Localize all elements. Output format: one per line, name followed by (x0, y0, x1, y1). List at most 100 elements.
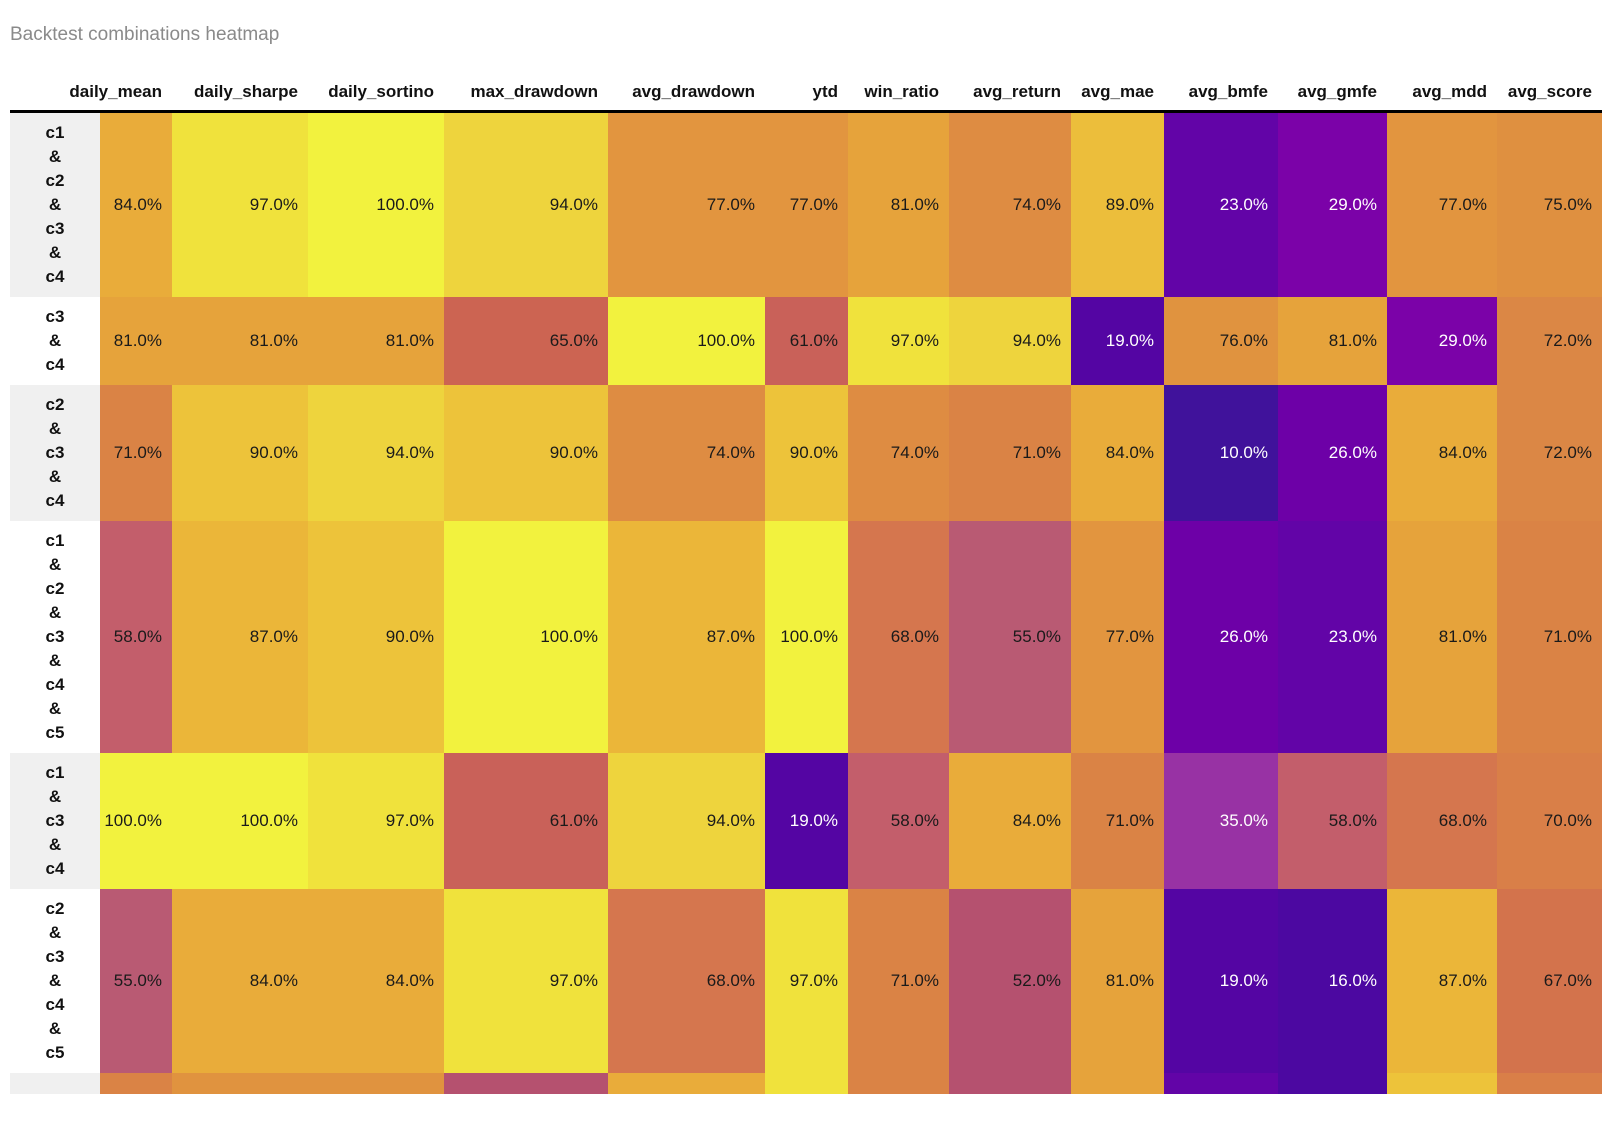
heatmap-cell: 74.0% (848, 385, 949, 521)
heatmap-cell (1071, 1073, 1164, 1094)
heatmap-cell: 23.0% (1164, 111, 1278, 297)
heatmap-cell (608, 1073, 765, 1094)
table-row: c2 & c3 & c4 71.0% 90.0% 94.0% 90.0% 74.0% 90.0% 74… (10, 385, 1602, 521)
column-header-label: avg_bmfe (1188, 82, 1268, 101)
heatmap-cell: 84.0% (1387, 385, 1497, 521)
heatmap-cell: 84.0% (1071, 385, 1164, 521)
heatmap-cell: 94.0% (949, 297, 1071, 385)
heatmap-cell: 19.0% (1071, 297, 1164, 385)
table-row: c1 & c2 & c3 & c4 & c5 58.0% 87.0% 90.0% 100.0% 87.0%… (10, 521, 1602, 753)
heatmap-cell: 68.0% (1387, 753, 1497, 889)
heatmap-cell: 23.0% (1278, 521, 1387, 753)
heatmap-cell: 84.0% (172, 889, 308, 1073)
row-label: c2 & c3 & c4 & c5 (10, 889, 100, 1073)
table-row: c1 & c3 & c4 100.0% 100.0% 97.0% 61.0% 94.0% 19.0%… (10, 753, 1602, 889)
heatmap-cell: 81.0% (1387, 521, 1497, 753)
heatmap-cell: 87.0% (608, 521, 765, 753)
column-header-label: daily_mean (69, 82, 162, 101)
row-label: c1 & c2 & c3 & c4 (10, 111, 100, 297)
heatmap-cell (172, 1073, 308, 1094)
heatmap-cell (1278, 1073, 1387, 1094)
heatmap-cell: 68.0% (848, 521, 949, 753)
column-header: daily_mean (69, 70, 172, 113)
heatmap-cell (100, 1073, 172, 1094)
heatmap-cell: 19.0% (1164, 889, 1278, 1073)
table-row: c2 & c3 & c4 & c5 55.0% 84.0% 84.0% 97.0% 68.0% 97.0… (10, 889, 1602, 1073)
heatmap-cell (848, 1073, 949, 1094)
heatmap-cell: 67.0% (1497, 889, 1602, 1073)
column-header: max_drawdown (444, 70, 608, 113)
heatmap-cell: 74.0% (949, 111, 1071, 297)
heatmap-cell: 84.0% (308, 889, 444, 1073)
column-header-label: avg_mae (1081, 82, 1154, 101)
heatmap-cell: 71.0% (1071, 753, 1164, 889)
heatmap-cell: 72.0% (1497, 297, 1602, 385)
column-header-label: max_drawdown (470, 82, 598, 101)
heatmap-cell: 70.0% (1497, 753, 1602, 889)
heatmap-table: daily_mean daily_sharpe daily_sortino max_d… (10, 70, 1602, 1094)
heatmap-cell (949, 1073, 1071, 1094)
heatmap-cell (308, 1073, 444, 1094)
heatmap-cell: 100.0% (308, 111, 444, 297)
heatmap-cell: 84.0% (100, 111, 172, 297)
heatmap-cell: 89.0% (1071, 111, 1164, 297)
heatmap-cell: 100.0% (608, 297, 765, 385)
heatmap-cell: 35.0% (1164, 753, 1278, 889)
column-header-label: avg_score (1507, 82, 1592, 101)
heatmap-cell: 61.0% (765, 297, 848, 385)
row-label: c1 & c3 & c4 (10, 753, 100, 889)
column-header-label: avg_mdd (1412, 82, 1487, 101)
heatmap-cell: 10.0% (1164, 385, 1278, 521)
heatmap-cell: 77.0% (608, 111, 765, 297)
heatmap-cell: 52.0% (949, 889, 1071, 1073)
heatmap-cell: 81.0% (308, 297, 444, 385)
heatmap-cell: 77.0% (1387, 111, 1497, 297)
heatmap-cell: 29.0% (1387, 297, 1497, 385)
heatmap-cell: 26.0% (1278, 385, 1387, 521)
heatmap-cell: 87.0% (1387, 889, 1497, 1073)
heatmap-cell: 58.0% (1278, 753, 1387, 889)
heatmap-cell: 97.0% (444, 889, 608, 1073)
heatmap-cell: 65.0% (444, 297, 608, 385)
heatmap-cell: 29.0% (1278, 111, 1387, 297)
column-header: win_ratio (848, 70, 949, 113)
heatmap-cell: 81.0% (1278, 297, 1387, 385)
heatmap-cell: 16.0% (1278, 889, 1387, 1073)
heatmap-cell: 71.0% (1497, 521, 1602, 753)
heatmap-cell: 100.0% (100, 753, 172, 889)
column-header-label: avg_return (973, 82, 1061, 101)
heatmap-cell: 87.0% (172, 521, 308, 753)
heatmap-cell: 90.0% (172, 385, 308, 521)
table-row: c3 & c4 81.0% 81.0% 81.0% 65.0% 100.0% 61.0% 97.0… (10, 297, 1602, 385)
heatmap-cell: 74.0% (608, 385, 765, 521)
heatmap-cell: 100.0% (765, 521, 848, 753)
heatmap-cell: 94.0% (608, 753, 765, 889)
heatmap-cell: 90.0% (308, 521, 444, 753)
corner-cell (10, 70, 100, 113)
heatmap-cell: 75.0% (1497, 111, 1602, 297)
heatmap-cell: 100.0% (172, 753, 308, 889)
heatmap-cell (1497, 1073, 1602, 1094)
heatmap-cell (1164, 1073, 1278, 1094)
heatmap-cell: 71.0% (100, 385, 172, 521)
heatmap-cell: 81.0% (172, 297, 308, 385)
heatmap-cell: 90.0% (765, 385, 848, 521)
heatmap-cell: 71.0% (949, 385, 1071, 521)
heatmap-cell: 100.0% (444, 521, 608, 753)
page-title: Backtest combinations heatmap (10, 24, 280, 45)
column-header: daily_sortino (308, 70, 444, 113)
column-header-label: avg_drawdown (632, 82, 755, 101)
heatmap-cell: 58.0% (100, 521, 172, 753)
column-header-label: ytd (812, 82, 839, 101)
heatmap-cell: 55.0% (100, 889, 172, 1073)
column-header: avg_drawdown (608, 70, 765, 113)
column-header: daily_sharpe (172, 70, 308, 113)
row-label: c2 & c3 & c4 (10, 385, 100, 521)
column-header: avg_gmfe (1278, 70, 1387, 113)
heatmap-cell: 72.0% (1497, 385, 1602, 521)
partial-table-row (10, 1073, 1602, 1094)
column-header: ytd (765, 70, 848, 113)
heatmap-cell: 68.0% (608, 889, 765, 1073)
column-header: avg_mae (1071, 70, 1164, 113)
column-header: avg_bmfe (1164, 70, 1278, 113)
